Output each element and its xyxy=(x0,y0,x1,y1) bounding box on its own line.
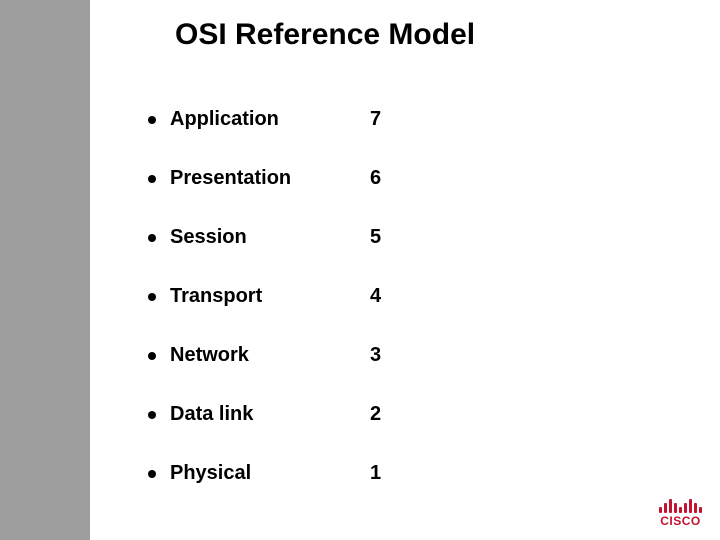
left-sidebar-decoration xyxy=(0,0,90,540)
layer-number: 2 xyxy=(370,403,381,426)
layer-name: Data link xyxy=(170,403,370,426)
layer-number: 1 xyxy=(370,462,381,485)
list-item: Application 7 xyxy=(148,108,608,131)
list-item: Transport 4 xyxy=(148,285,608,308)
layer-number: 4 xyxy=(370,285,381,308)
bullet-icon xyxy=(148,175,156,183)
bullet-icon xyxy=(148,352,156,360)
layer-name: Physical xyxy=(170,462,370,485)
layer-number: 7 xyxy=(370,108,381,131)
list-item: Session 5 xyxy=(148,226,608,249)
layer-name: Presentation xyxy=(170,167,370,190)
divider-line xyxy=(108,0,110,540)
list-item: Presentation 6 xyxy=(148,167,608,190)
logo-bar xyxy=(674,503,677,513)
cisco-logo-bars-icon xyxy=(659,495,702,513)
bullet-icon xyxy=(148,411,156,419)
logo-bar xyxy=(664,503,667,513)
cisco-logo: CISCO xyxy=(659,495,702,528)
layer-name: Session xyxy=(170,226,370,249)
layer-name: Network xyxy=(170,344,370,367)
list-item: Data link 2 xyxy=(148,403,608,426)
layer-number: 6 xyxy=(370,167,381,190)
bullet-icon xyxy=(148,293,156,301)
layer-list: Application 7 Presentation 6 Session 5 T… xyxy=(148,108,608,521)
bullet-icon xyxy=(148,470,156,478)
layer-number: 5 xyxy=(370,226,381,249)
logo-bar xyxy=(694,503,697,513)
layer-number: 3 xyxy=(370,344,381,367)
layer-name: Transport xyxy=(170,285,370,308)
logo-bar xyxy=(699,507,702,513)
cisco-logo-text: CISCO xyxy=(660,514,701,528)
bullet-icon xyxy=(148,234,156,242)
list-item: Physical 1 xyxy=(148,462,608,485)
layer-name: Application xyxy=(170,108,370,131)
logo-bar xyxy=(679,507,682,513)
logo-bar xyxy=(659,507,662,513)
logo-bar xyxy=(689,499,692,513)
slide-title: OSI Reference Model xyxy=(175,18,475,52)
list-item: Network 3 xyxy=(148,344,608,367)
bullet-icon xyxy=(148,116,156,124)
logo-bar xyxy=(669,499,672,513)
logo-bar xyxy=(684,503,687,513)
